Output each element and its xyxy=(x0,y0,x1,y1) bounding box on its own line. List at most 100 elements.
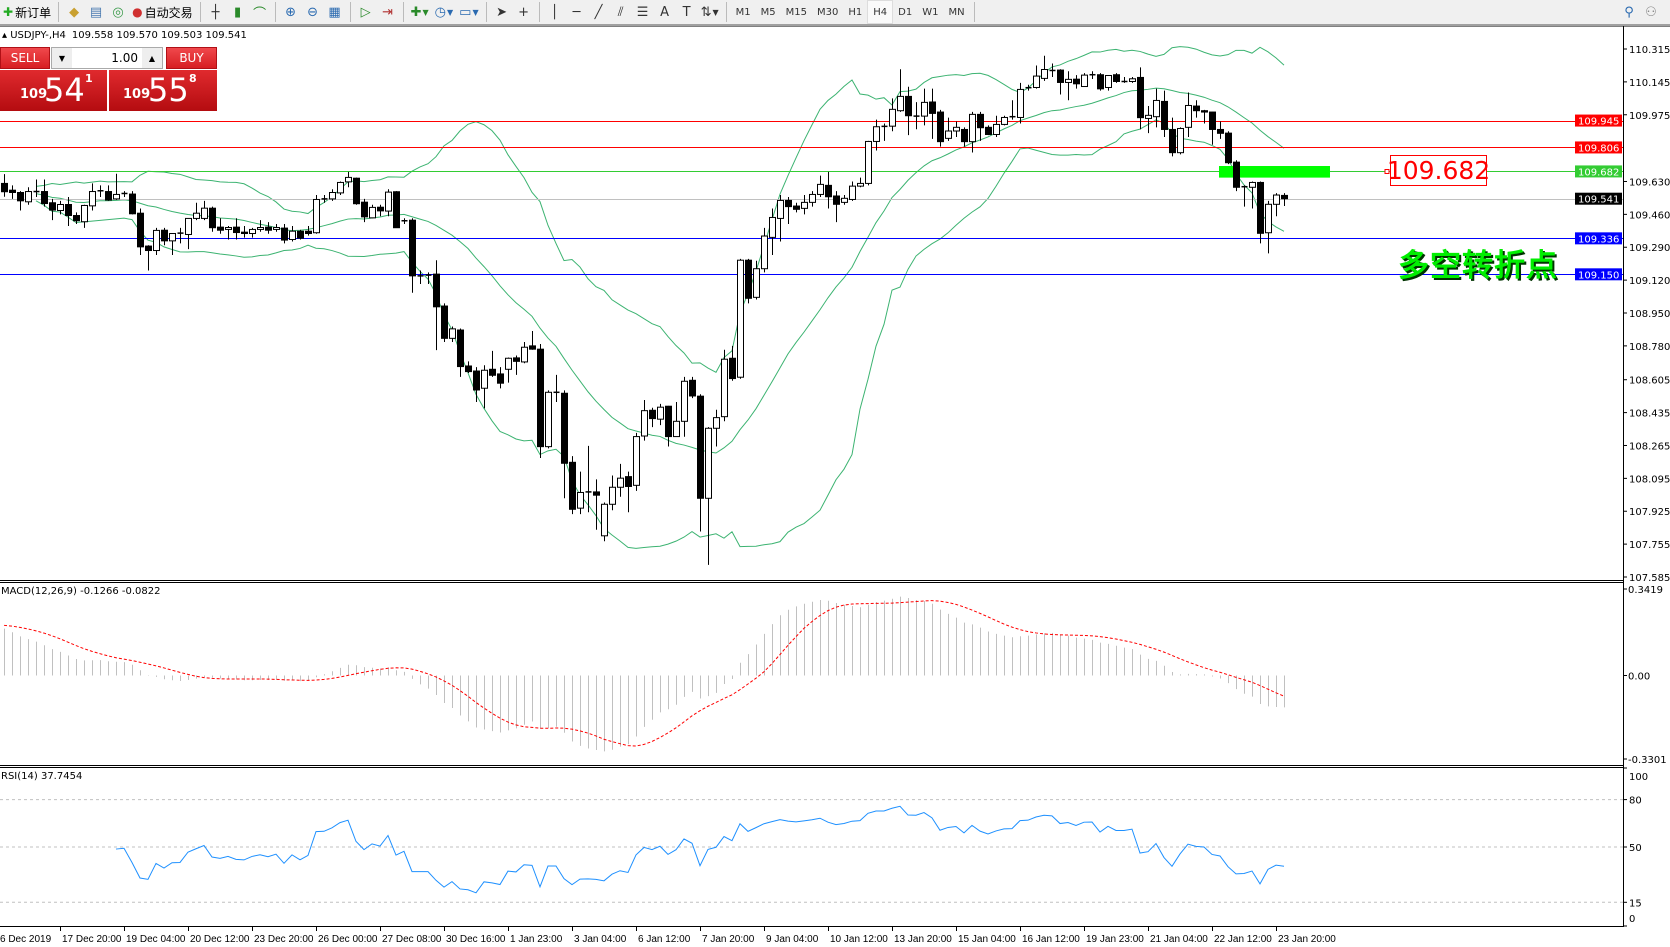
candle-body xyxy=(977,113,984,129)
indicators-icon[interactable]: ✚ ▼ xyxy=(410,4,429,20)
auto-trading-button[interactable]: ● 自动交易 xyxy=(132,5,193,20)
candle-body xyxy=(473,370,480,391)
price-tick-label: 108.095 xyxy=(1629,474,1670,485)
time-tick-label: 6 Dec 2019 xyxy=(0,934,52,945)
templates-icon[interactable]: ▭ ▼ xyxy=(459,4,479,20)
candle xyxy=(665,405,672,447)
candle xyxy=(1265,200,1272,254)
equidistant-channel-icon[interactable]: ⫽ xyxy=(617,4,624,20)
vertical-line-icon[interactable]: │ xyxy=(550,4,559,20)
candle-body xyxy=(961,128,968,143)
market-watch-icon[interactable]: ▤ xyxy=(89,4,103,20)
timeframe-m30[interactable]: M30 xyxy=(817,6,839,18)
candle xyxy=(633,432,640,491)
candle-body xyxy=(225,227,232,230)
macd-tick-label: 0.00 xyxy=(1628,671,1650,682)
timeframe-h4[interactable]: H4 xyxy=(867,0,894,24)
candle xyxy=(649,407,656,428)
search-icon[interactable]: ⚲ xyxy=(1624,4,1634,20)
new-order-button[interactable]: ✚ 新订单 xyxy=(3,5,52,20)
zoom-out-icon[interactable]: ⊖ xyxy=(307,4,319,20)
fibonacci-icon[interactable]: ☰ xyxy=(636,4,649,20)
candle-body xyxy=(281,227,288,241)
chart-shift-icon[interactable]: ⇥ xyxy=(382,4,394,20)
candle xyxy=(905,86,912,136)
candle xyxy=(713,409,720,447)
candle-body xyxy=(25,191,32,203)
crosshair-icon[interactable]: + xyxy=(518,4,530,20)
candle-body xyxy=(1273,194,1280,205)
candle-body xyxy=(1153,99,1160,118)
timeframe-m1[interactable]: M1 xyxy=(735,6,751,18)
lot-stepper[interactable]: ▼ ▲ xyxy=(51,47,163,69)
time-tick-label: 23 Jan 20:00 xyxy=(1278,934,1336,945)
timeframe-w1[interactable]: W1 xyxy=(922,6,939,18)
rsi-label: RSI(14) 37.7454 xyxy=(1,771,82,782)
cursor-icon[interactable]: ➤ xyxy=(496,4,508,20)
periods-icon[interactable]: ◷ ▼ xyxy=(434,4,454,20)
candle-body xyxy=(1193,105,1200,112)
buy-button[interactable]: BUY xyxy=(166,47,217,69)
community-icon[interactable]: ⚇ xyxy=(1645,4,1657,20)
candle-body xyxy=(1233,161,1240,188)
text-label-icon[interactable]: T xyxy=(682,4,691,20)
candle-body xyxy=(681,380,688,422)
candle-body xyxy=(73,215,80,222)
line-chart-icon[interactable]: ⌒ xyxy=(253,6,267,22)
sell-button[interactable]: SELL xyxy=(0,47,50,69)
sell-price[interactable]: 109 54 1 xyxy=(0,70,107,111)
tile-windows-icon[interactable]: ▦ xyxy=(328,4,341,20)
buy-price[interactable]: 109 55 8 xyxy=(109,70,217,111)
history-icon[interactable]: ◆ xyxy=(69,4,80,20)
candle-body xyxy=(721,358,728,418)
horizontal-line-icon[interactable]: ─ xyxy=(572,4,581,20)
price-tick-label: 107.755 xyxy=(1629,540,1670,551)
candle xyxy=(425,272,432,284)
candle-body xyxy=(353,177,360,205)
timeframe-m15[interactable]: M15 xyxy=(785,6,808,18)
time-tick-label: 9 Jan 04:00 xyxy=(766,934,819,945)
trendline-icon[interactable]: ╱ xyxy=(594,4,603,20)
arrows-icon[interactable]: ⇅ ▼ xyxy=(700,4,719,20)
candle-body xyxy=(1137,76,1144,119)
candle-body xyxy=(249,228,256,235)
increase-lot-icon[interactable]: ▲ xyxy=(142,48,162,68)
zoom-in-icon[interactable]: ⊕ xyxy=(285,4,297,20)
auto-scroll-icon[interactable]: ▷ xyxy=(360,4,371,20)
rsi-tick-label: 80 xyxy=(1629,796,1642,807)
candle xyxy=(689,376,696,399)
candlestick-icon[interactable]: ▮ xyxy=(234,4,242,20)
timeframe-m5[interactable]: M5 xyxy=(760,6,776,18)
decrease-lot-icon[interactable]: ▼ xyxy=(52,48,72,68)
bar-chart-icon[interactable]: ┼ xyxy=(211,4,220,20)
candle xyxy=(57,200,64,215)
signals-icon[interactable]: ◎ xyxy=(112,4,124,20)
candle-body xyxy=(241,231,248,235)
candle xyxy=(1057,69,1064,95)
text-icon[interactable]: A xyxy=(660,4,670,20)
timeframe-d1[interactable]: D1 xyxy=(898,6,913,18)
level-price-label[interactable]: 109.682 xyxy=(1386,155,1491,186)
rsi-tick-label: 15 xyxy=(1629,898,1642,909)
rsi-line xyxy=(115,805,1285,894)
highlight-zone[interactable] xyxy=(1219,166,1330,178)
time-tick-label: 22 Jan 12:00 xyxy=(1214,934,1272,945)
candle-body xyxy=(489,368,496,376)
candle xyxy=(513,355,520,375)
candle-body xyxy=(769,216,776,238)
candle xyxy=(497,367,504,389)
timeframe-h1[interactable]: H1 xyxy=(848,6,863,18)
annotation-text[interactable]: 多空转折点 xyxy=(1398,248,1558,284)
candle xyxy=(393,191,400,229)
lot-input[interactable] xyxy=(72,48,142,68)
bollinger-upper-line xyxy=(35,46,1285,373)
collapse-arrow-icon[interactable]: ▴ xyxy=(2,30,10,41)
candle-body xyxy=(545,391,552,448)
timeframe-mn[interactable]: MN xyxy=(948,6,965,18)
time-tick-label: 13 Jan 20:00 xyxy=(894,934,952,945)
level-price-tag xyxy=(1575,114,1622,127)
candle xyxy=(537,343,544,459)
candle xyxy=(1169,117,1176,157)
candle xyxy=(361,198,368,223)
